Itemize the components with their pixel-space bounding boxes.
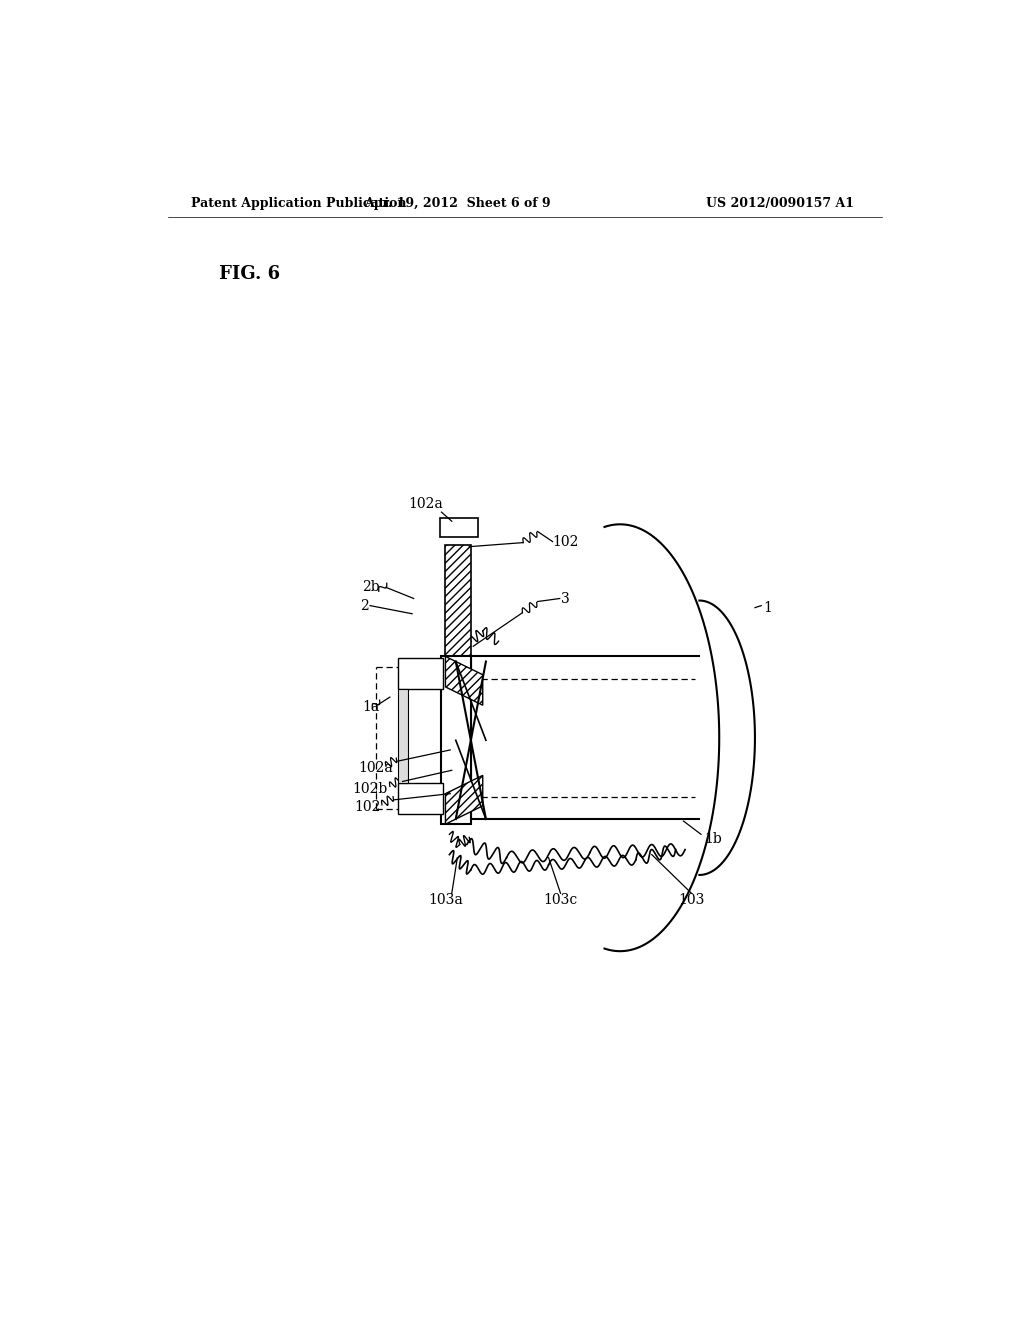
Bar xyxy=(445,733,471,818)
Text: 102: 102 xyxy=(354,800,381,814)
Text: 102b: 102b xyxy=(352,781,388,796)
Text: 102a: 102a xyxy=(358,762,393,775)
Text: 103a: 103a xyxy=(428,894,463,907)
Bar xyxy=(440,519,478,536)
Bar xyxy=(445,545,471,667)
Polygon shape xyxy=(445,775,482,824)
Bar xyxy=(441,656,471,824)
Polygon shape xyxy=(445,656,482,705)
Text: Patent Application Publication: Patent Application Publication xyxy=(191,197,407,210)
Text: 1: 1 xyxy=(763,601,772,615)
Text: 1b: 1b xyxy=(705,833,722,846)
Text: 103: 103 xyxy=(678,894,705,907)
Text: 3: 3 xyxy=(560,591,569,606)
Text: 103c: 103c xyxy=(544,894,578,907)
Text: 102: 102 xyxy=(553,535,579,549)
Text: Apr. 19, 2012  Sheet 6 of 9: Apr. 19, 2012 Sheet 6 of 9 xyxy=(364,197,551,210)
Bar xyxy=(397,784,443,814)
Text: 2b: 2b xyxy=(362,581,380,594)
Bar xyxy=(397,689,409,784)
Bar xyxy=(463,656,471,818)
Text: FIG. 6: FIG. 6 xyxy=(219,265,281,282)
Bar xyxy=(397,659,443,689)
Text: 1a: 1a xyxy=(362,700,379,714)
Text: 102a: 102a xyxy=(409,496,443,511)
Text: 2: 2 xyxy=(359,598,369,612)
Text: US 2012/0090157 A1: US 2012/0090157 A1 xyxy=(707,197,854,210)
